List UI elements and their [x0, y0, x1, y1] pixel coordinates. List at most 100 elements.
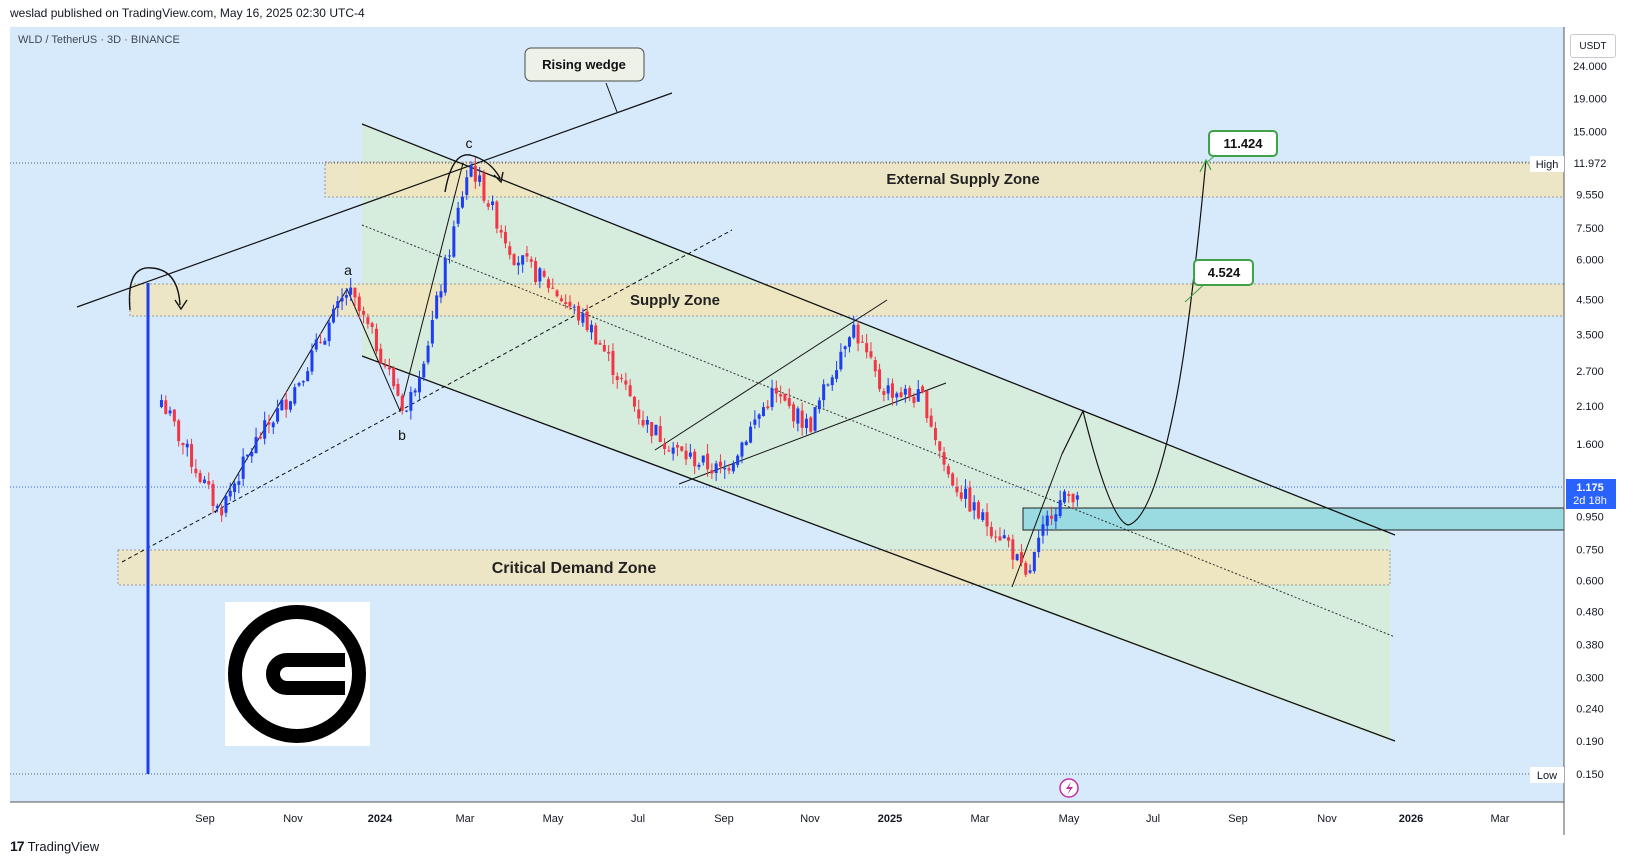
candle-body — [869, 351, 873, 358]
candle-body — [1024, 562, 1028, 575]
candle-body — [220, 508, 224, 516]
candlesticks — [159, 156, 1079, 577]
candle-body — [757, 414, 761, 419]
candle-body — [301, 381, 305, 383]
candle-body — [594, 325, 598, 345]
candle-body — [813, 407, 817, 431]
candle-body — [353, 287, 357, 298]
candle-body — [250, 451, 254, 457]
rising-wedge-callout[interactable] — [524, 47, 645, 82]
candle-body — [921, 386, 925, 393]
candle-body — [271, 422, 275, 428]
candle-body — [525, 253, 529, 257]
candle-body — [740, 442, 744, 457]
high-label: High — [1536, 159, 1559, 171]
candle-body — [774, 387, 778, 394]
candle-body — [1032, 551, 1036, 572]
candle-body — [491, 201, 495, 205]
candle-body — [1071, 493, 1075, 503]
symbol-label[interactable]: WLD / TetherUS · 3D · BINANCE — [18, 34, 180, 46]
price-tick-label: 0.150 — [1576, 769, 1604, 781]
candle-body — [615, 376, 619, 380]
footer-brand: 17 TradingView — [10, 838, 99, 854]
candle-body — [512, 254, 516, 265]
candle-body — [624, 380, 628, 385]
candle-body — [968, 487, 972, 512]
price-tick-label: 0.300 — [1576, 672, 1604, 684]
candle-body — [602, 345, 606, 352]
candle-body — [319, 341, 323, 343]
candle-body — [542, 271, 546, 277]
critical-demand-zone-label: Critical Demand Zone — [492, 560, 657, 577]
candle-body — [159, 400, 163, 407]
time-tick-label: Mar — [1491, 813, 1510, 825]
target-label-1: 11.424 — [1223, 136, 1263, 151]
candle-body — [761, 407, 765, 417]
candle-body — [435, 295, 439, 319]
candle-body — [534, 261, 538, 283]
wave-b-label: b — [398, 427, 406, 443]
candle-body — [981, 512, 985, 521]
time-tick-label: 2024 — [368, 813, 393, 825]
candle-body — [641, 419, 645, 426]
candle-body — [1007, 537, 1011, 541]
candle-body — [297, 383, 301, 386]
currency-selector[interactable]: USDT — [1570, 34, 1616, 58]
candle-body — [267, 422, 271, 425]
candle-body — [628, 385, 632, 397]
candle-body — [637, 409, 641, 419]
zone-critical-demand — [117, 549, 1391, 586]
price-tick-label: 2.700 — [1576, 366, 1604, 378]
candle-body — [521, 255, 525, 265]
candle-body — [753, 419, 757, 425]
channel-mid-line — [361, 224, 1396, 638]
candle-body — [989, 526, 993, 537]
candle-body — [327, 322, 331, 342]
price-tick-label: 7.500 — [1576, 223, 1604, 235]
time-axis[interactable]: Sep Nov 2024 Mar May Jul Sep Nov 2025 Mar May Jul Se… — [195, 813, 1510, 825]
rising-wedge-upper-line — [76, 92, 673, 308]
candle-body — [499, 229, 503, 233]
candle-body — [1028, 570, 1032, 573]
candle-body — [551, 287, 555, 289]
candle-body — [744, 441, 748, 445]
candle-body — [207, 480, 211, 485]
candle-body — [688, 452, 692, 457]
candle-body — [856, 324, 860, 344]
candle-body — [417, 377, 421, 393]
candle-body — [783, 393, 787, 401]
lightning-glyph — [1066, 782, 1073, 795]
candle-body — [181, 442, 185, 446]
time-tick-label: Sep — [195, 813, 215, 825]
candle-body — [942, 452, 946, 465]
candle-body — [362, 310, 366, 315]
target-box-1[interactable] — [1208, 130, 1278, 157]
descending-channel-fill — [362, 124, 1390, 741]
candle-body — [671, 447, 675, 454]
time-tick-label: Jul — [1146, 813, 1160, 825]
candle-body — [663, 443, 667, 450]
price-tick-label: 4.500 — [1576, 295, 1604, 307]
candle-body — [577, 305, 581, 321]
candle-body — [396, 383, 400, 396]
candle-body — [589, 324, 593, 333]
candle-body — [878, 369, 882, 390]
candle-body — [276, 408, 280, 422]
price-axis[interactable]: 24.000 19.000 15.000 11.972 9.550 7.500 6.000 4… — [1573, 61, 1607, 781]
candle-body — [1075, 495, 1079, 500]
candle-body — [1058, 500, 1062, 516]
target-box-2[interactable] — [1193, 259, 1254, 286]
candle-body — [882, 391, 886, 395]
candle-body — [202, 479, 206, 483]
candle-body — [1011, 539, 1015, 560]
candle-body — [245, 454, 249, 457]
candle-body — [1054, 514, 1058, 522]
candle-body — [172, 409, 176, 422]
candle-body — [379, 348, 383, 364]
candle-body — [224, 496, 228, 513]
candle-body — [409, 391, 413, 411]
candle-body — [306, 371, 310, 382]
candle-body — [228, 490, 232, 497]
candle-body — [706, 453, 710, 470]
publisher-line: weslad published on TradingView.com, May… — [10, 6, 365, 20]
